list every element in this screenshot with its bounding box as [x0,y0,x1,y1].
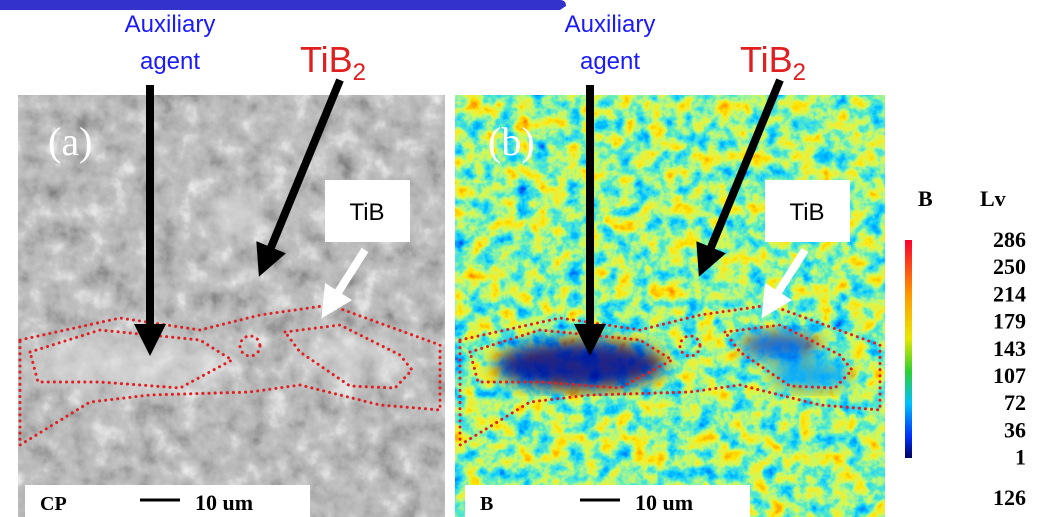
tib2-base: TiB [740,39,793,80]
tib2-sub: 2 [793,59,806,86]
panel-label: (b) [488,119,535,164]
mode-label: B [480,493,493,515]
auxiliary-label: Auxiliary [125,11,216,38]
page: (a)AuxiliaryagentTiB2TiBCP10 um(b)Auxili… [0,0,1042,517]
auxiliary-label: Auxiliary [565,11,656,38]
figure: (a)AuxiliaryagentTiB2TiBCP10 um(b)Auxili… [0,0,1042,517]
colorbar-value: 126 [993,485,1026,510]
colorbar-level: 179 [993,309,1026,334]
colorbar-level: 1 [1015,445,1026,470]
tib2-base: TiB [300,39,353,80]
colorbar-element: B [918,186,933,211]
colorbar-level: 36 [1004,417,1026,442]
colorbar-level: 143 [993,336,1026,361]
tib2-sub: 2 [353,59,366,86]
tib2-label: TiB2 [300,39,366,86]
colorbar-level: 214 [993,281,1026,306]
scale-label: 10 um [195,490,253,515]
colorbar-level: 72 [1004,390,1026,415]
mode-label: CP [40,493,67,515]
auxiliary-label: agent [140,48,200,75]
scale-label: 10 um [635,490,693,515]
top-bar [0,0,566,10]
colorbar-unit: Lv [980,186,1006,211]
auxiliary-label: agent [580,48,640,75]
colorbar-level: 107 [993,363,1026,388]
tib-label: TiB [789,199,824,226]
tib2-label: TiB2 [740,39,806,86]
colorbar-level: 286 [993,227,1026,252]
panel-label: (a) [48,119,92,164]
colorbar [905,240,912,458]
tib-label: TiB [349,199,384,226]
colorbar-level: 250 [993,254,1026,279]
